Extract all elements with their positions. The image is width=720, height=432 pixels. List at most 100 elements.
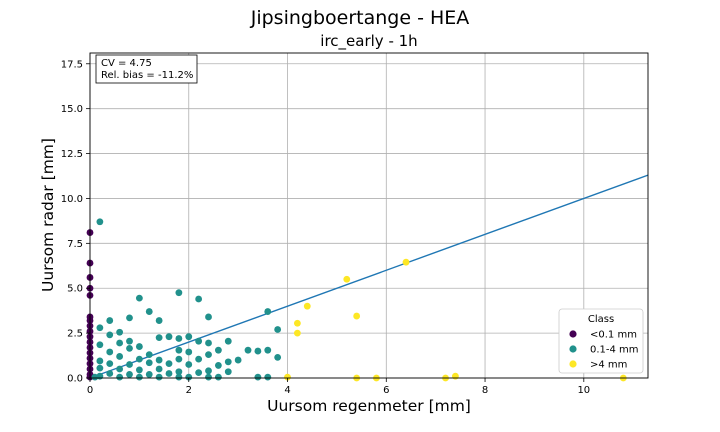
axis-ticks: 0 2 4 6 8 10 0.0 2.5 5.0 7.5 10.0 12.5 15.0 17.5	[61, 59, 590, 396]
legend-label: <0.1 mm	[590, 330, 637, 341]
data-point	[126, 337, 133, 345]
data-point	[135, 294, 143, 302]
y-tick-label: 2.5	[67, 329, 83, 340]
x-axis-label: Uursom regenmeter [mm]	[267, 397, 471, 415]
data-point	[274, 353, 282, 361]
data-point	[185, 333, 193, 341]
data-point	[126, 314, 133, 322]
data-point	[155, 334, 163, 341]
legend: Class <0.1 mm 0.1-4 mm >4 mm	[558, 308, 644, 374]
data-point	[185, 348, 193, 356]
legend-marker	[569, 345, 577, 353]
x-tick-label: 0	[87, 385, 93, 396]
data-point	[175, 373, 183, 381]
data-point	[96, 341, 104, 349]
data-point	[155, 356, 163, 364]
data-point	[116, 373, 124, 381]
series-1	[91, 218, 282, 381]
stats-box: CV = 4.75 Rel. bias = -11.2%	[95, 54, 198, 84]
data-point	[224, 358, 232, 366]
data-point	[195, 295, 203, 303]
legend-frame	[558, 308, 644, 374]
data-point	[224, 368, 232, 376]
data-point	[205, 339, 212, 347]
data-point	[214, 346, 222, 354]
data-point	[96, 357, 104, 365]
data-point	[135, 355, 143, 363]
data-point	[205, 351, 212, 359]
data-point	[175, 368, 183, 376]
y-tick-label: 17.5	[61, 59, 83, 70]
x-tick-label: 6	[383, 385, 389, 396]
data-point	[175, 289, 183, 297]
data-point	[106, 317, 114, 324]
data-point	[402, 258, 410, 266]
y-axis-label: Uursom radar [mm]	[39, 138, 57, 292]
data-point	[155, 373, 163, 381]
legend-title: Class	[588, 314, 614, 325]
data-point	[145, 308, 153, 315]
data-point	[165, 360, 173, 368]
data-point	[274, 326, 282, 333]
data-point	[126, 344, 133, 352]
data-point	[214, 373, 222, 381]
data-point	[284, 373, 291, 381]
data-point	[185, 373, 193, 381]
data-point	[165, 370, 173, 377]
data-point	[264, 308, 272, 315]
data-point	[96, 364, 104, 372]
stats-box-frame	[95, 54, 198, 84]
data-point	[106, 370, 114, 377]
data-point	[234, 356, 242, 364]
data-point	[264, 373, 272, 381]
data-point	[155, 365, 163, 373]
y-tick-label: 12.5	[61, 149, 83, 160]
data-point	[214, 362, 222, 369]
data-point	[175, 355, 183, 363]
data-points	[86, 218, 627, 382]
data-point	[353, 312, 361, 320]
data-point	[145, 359, 153, 367]
data-point	[195, 369, 203, 377]
stats-rel-bias: Rel. bias = -11.2%	[101, 70, 193, 81]
data-point	[303, 302, 311, 310]
data-point	[343, 275, 351, 283]
data-point	[205, 313, 212, 321]
data-point	[175, 335, 183, 342]
fit-line-group	[89, 174, 649, 379]
y-tick-label: 10.0	[61, 194, 83, 205]
grid	[89, 53, 648, 379]
data-point	[195, 337, 203, 345]
data-point	[244, 346, 252, 354]
series-0	[86, 229, 94, 381]
chart-title: Jipsingboertange - HEA	[250, 7, 470, 29]
data-point	[135, 343, 143, 350]
data-point	[116, 353, 124, 360]
data-point	[205, 373, 212, 381]
data-point	[195, 355, 203, 363]
x-tick-label: 2	[186, 385, 192, 396]
data-point	[126, 371, 133, 378]
x-tick-label: 8	[482, 385, 488, 396]
data-point	[254, 347, 262, 355]
legend-label: >4 mm	[590, 360, 627, 371]
legend-marker	[569, 330, 577, 338]
legend-marker	[569, 360, 577, 368]
data-point	[106, 348, 114, 356]
y-tick-label: 5.0	[67, 284, 83, 295]
data-point	[264, 346, 272, 354]
data-point	[165, 333, 173, 341]
plot-frame	[89, 52, 649, 379]
y-tick-label: 0.0	[67, 374, 83, 385]
data-point	[254, 373, 262, 381]
data-point	[116, 365, 124, 373]
data-point	[106, 331, 114, 339]
data-point	[175, 346, 183, 354]
data-point	[185, 361, 193, 368]
data-point	[155, 317, 163, 324]
legend-label: 0.1-4 mm	[590, 345, 639, 356]
data-point	[116, 339, 124, 347]
data-point	[126, 361, 133, 368]
y-tick-label: 15.0	[61, 104, 83, 115]
